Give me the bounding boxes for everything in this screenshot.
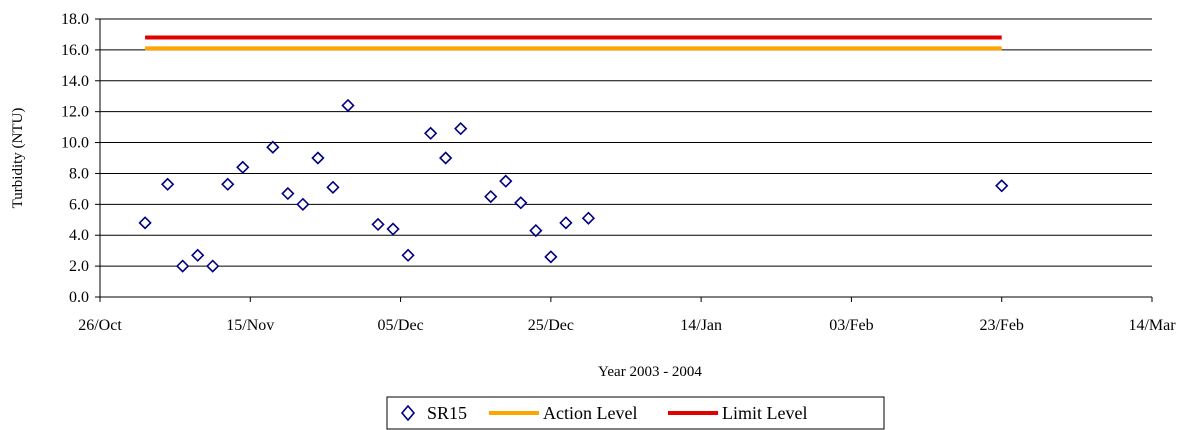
x-tick-label: 03/Feb xyxy=(829,317,873,334)
gridlines xyxy=(100,18,1152,267)
data-point-sr15 xyxy=(221,177,235,191)
x-tick-label: 23/Feb xyxy=(979,317,1023,334)
x-tick-labels: 26/Oct 15/Nov 05/Dec 25/Dec 14/Jan 03/Feb 23/F… xyxy=(78,317,1176,334)
data-point-sr15 xyxy=(138,216,152,230)
data-point-sr15 xyxy=(206,259,220,273)
y-tick-label: 10.0 xyxy=(61,135,89,152)
data-point-sr15 xyxy=(266,140,280,154)
y-tick-label: 8.0 xyxy=(69,165,89,182)
y-tick-label: 0.0 xyxy=(69,289,89,306)
data-point-sr15 xyxy=(296,197,310,211)
data-point-sr15 xyxy=(401,248,415,262)
legend-label-sr15: SR15 xyxy=(427,403,467,423)
legend: SR15 Action Level Limit Level xyxy=(386,396,885,430)
x-tick-label: 14/Mar xyxy=(1128,317,1176,334)
data-point-sr15 xyxy=(544,250,558,264)
data-point-sr15 xyxy=(529,223,543,238)
data-point-sr15 xyxy=(581,211,596,225)
legend-box xyxy=(386,396,885,430)
x-tick-label: 15/Nov xyxy=(226,317,274,334)
y-tick-label: 16.0 xyxy=(61,42,89,59)
data-point-sr15 xyxy=(176,259,190,273)
data-point-sr15 xyxy=(454,122,468,136)
data-point-sr15 xyxy=(341,98,355,113)
legend-label-action-level: Action Level xyxy=(543,403,637,423)
data-point-sr15 xyxy=(484,189,498,204)
data-point-sr15 xyxy=(514,196,528,210)
legend-label-limit-level: Limit Level xyxy=(722,403,807,423)
y-tick-labels: 0.0 2.0 4.0 6.0 8.0 10.0 12.0 14.0 16.0 18.0 xyxy=(61,11,89,306)
x-tick-label: 26/Oct xyxy=(78,317,122,334)
axes xyxy=(95,18,1153,302)
data-point-sr15 xyxy=(281,186,295,201)
data-point-sr15 xyxy=(371,217,385,232)
y-tick-label: 2.0 xyxy=(69,258,89,275)
data-point-sr15 xyxy=(499,174,513,188)
y-tick-label: 6.0 xyxy=(69,196,89,213)
data-point-sr15 xyxy=(236,160,250,174)
x-tick-label: 25/Dec xyxy=(528,317,574,334)
y-tick-label: 12.0 xyxy=(61,104,89,121)
y-axis-title: Turbidity (NTU) xyxy=(10,108,26,209)
y-tick-label: 4.0 xyxy=(69,227,89,244)
data-point-sr15 xyxy=(326,180,340,194)
data-point-sr15 xyxy=(191,248,205,262)
data-point-sr15 xyxy=(311,151,325,165)
data-point-sr15 xyxy=(439,151,453,165)
x-tick-label: 05/Dec xyxy=(377,317,423,334)
legend-marker-sr15 xyxy=(400,404,416,422)
data-point-sr15 xyxy=(995,179,1009,193)
x-tick-label: 14/Jan xyxy=(680,317,722,334)
y-tick-label: 14.0 xyxy=(61,73,89,90)
data-point-sr15 xyxy=(423,126,438,140)
series-marks xyxy=(138,35,1009,273)
y-tick-label: 18.0 xyxy=(61,11,89,28)
data-point-sr15 xyxy=(160,177,175,191)
x-axis-title: Year 2003 - 2004 xyxy=(598,364,702,380)
data-point-sr15 xyxy=(559,216,573,230)
data-point-sr15 xyxy=(386,222,400,236)
